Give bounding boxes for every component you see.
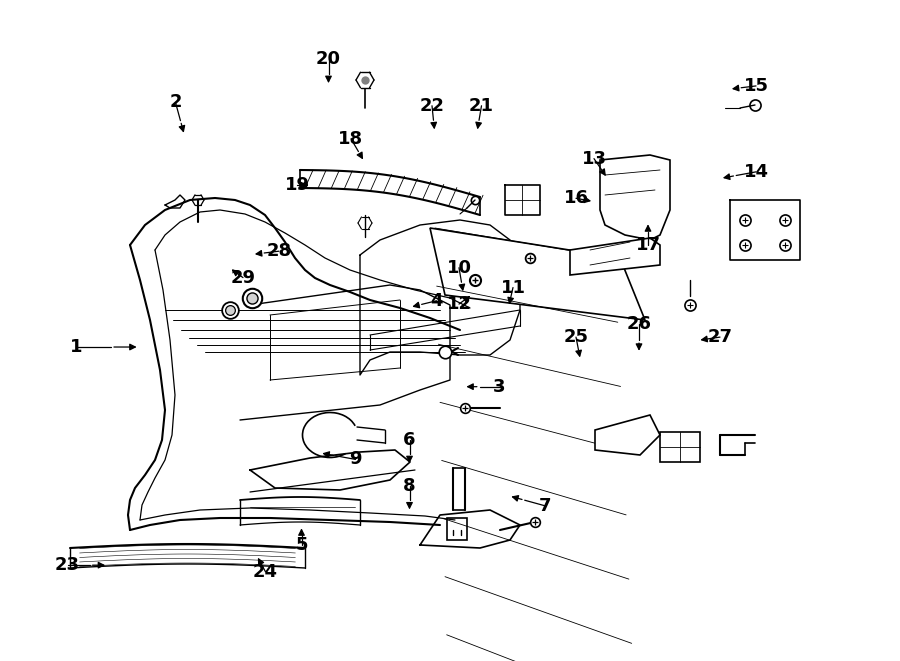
Text: 2: 2	[169, 93, 182, 112]
Text: 17: 17	[635, 235, 661, 254]
FancyBboxPatch shape	[660, 432, 700, 462]
Text: 9: 9	[349, 450, 362, 469]
Text: 13: 13	[581, 149, 607, 168]
Text: 8: 8	[403, 477, 416, 495]
Text: 5: 5	[295, 536, 308, 555]
Text: 3: 3	[493, 377, 506, 396]
Text: 12: 12	[446, 295, 472, 313]
Polygon shape	[430, 228, 645, 320]
Text: 25: 25	[563, 328, 589, 346]
Text: 4: 4	[430, 292, 443, 310]
Text: 26: 26	[626, 315, 652, 333]
Text: 24: 24	[253, 563, 278, 581]
Text: 10: 10	[446, 258, 472, 277]
Text: 20: 20	[316, 50, 341, 69]
Text: 22: 22	[419, 97, 445, 115]
FancyBboxPatch shape	[447, 518, 467, 540]
Polygon shape	[600, 155, 670, 240]
Text: 16: 16	[563, 189, 589, 208]
Text: 19: 19	[284, 176, 310, 194]
Text: 15: 15	[743, 77, 769, 95]
Text: 14: 14	[743, 163, 769, 181]
Text: 29: 29	[230, 268, 256, 287]
Text: 28: 28	[266, 242, 292, 260]
Text: 11: 11	[500, 278, 526, 297]
Text: 23: 23	[55, 556, 80, 574]
Polygon shape	[595, 415, 660, 455]
Text: 18: 18	[338, 130, 364, 148]
Text: 21: 21	[469, 97, 494, 115]
Text: 27: 27	[707, 328, 733, 346]
Text: 1: 1	[70, 338, 83, 356]
Text: 7: 7	[538, 496, 551, 515]
Polygon shape	[570, 238, 660, 275]
Text: 6: 6	[403, 430, 416, 449]
